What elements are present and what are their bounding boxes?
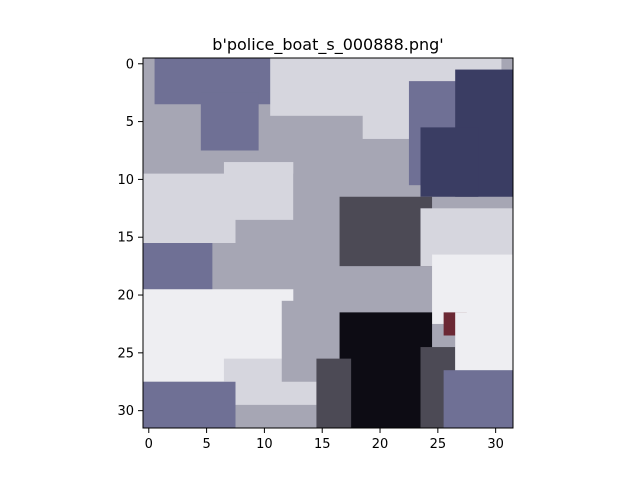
image-region [223,162,294,220]
image-region [339,312,433,428]
image-heatmap [143,58,513,428]
y-tick-label: 15 [117,231,134,246]
x-axis: 0 5 10 15 20 25 30 [145,428,504,452]
y-tick-label: 20 [117,289,134,304]
y-axis: 0 5 10 15 20 25 30 [117,57,143,419]
image-region [200,92,259,151]
y-tick-label: 0 [126,57,134,72]
y-tick-label: 30 [117,404,134,419]
image-region [420,127,479,197]
image-region [143,173,236,243]
y-tick-label: 5 [126,115,134,130]
x-tick-label: 5 [202,437,210,452]
image-region [339,196,433,267]
image-region [316,358,352,428]
axes-frame [142,57,514,429]
x-tick-label: 30 [487,437,504,452]
x-tick-label: 10 [256,437,273,452]
y-tick-label: 10 [117,173,134,188]
image-region [443,370,513,428]
x-tick-label: 20 [372,437,389,452]
x-tick-label: 0 [145,437,153,452]
y-tick-label: 25 [117,346,134,361]
image-region [143,381,236,428]
x-tick-label: 15 [314,437,331,452]
x-tick-label: 25 [430,437,447,452]
chart-title: b'police_boat_s_000888.png' [212,35,443,55]
